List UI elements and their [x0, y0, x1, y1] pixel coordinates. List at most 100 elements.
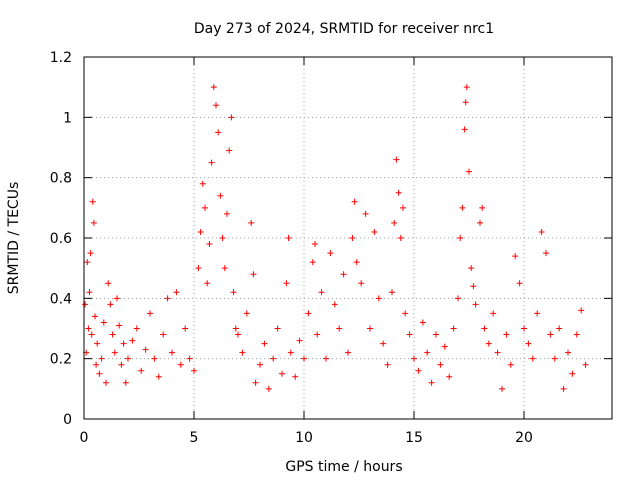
data-point: [472, 301, 479, 308]
data-point: [543, 250, 549, 257]
data-point: [224, 210, 230, 217]
data-point: [578, 307, 585, 314]
data-point: [516, 280, 523, 287]
data-point: [248, 219, 255, 226]
data-point: [457, 235, 464, 241]
data-point: [389, 289, 395, 296]
data-point: [331, 301, 338, 308]
grid: [84, 57, 612, 419]
data-point: [446, 373, 453, 380]
data-point: [232, 325, 239, 332]
data-point: [380, 340, 387, 347]
data-point: [547, 331, 554, 338]
data-point: [92, 313, 98, 320]
data-point: [116, 322, 123, 329]
data-point: [362, 210, 369, 217]
data-point: [138, 367, 145, 374]
data-point: [424, 349, 431, 356]
data-point: [437, 361, 444, 368]
data-point: [371, 228, 378, 235]
data-point: [243, 310, 250, 317]
data-point: [199, 180, 206, 187]
data-point: [208, 159, 215, 166]
data-point: [565, 349, 571, 356]
data-point: [391, 219, 398, 226]
data-point: [538, 228, 545, 235]
data-point: [202, 204, 208, 211]
y-tick-label: 1.2: [50, 50, 72, 66]
data-point: [312, 241, 318, 248]
data-point: [327, 250, 334, 257]
x-tick-label: 15: [405, 430, 423, 446]
data-point: [90, 219, 97, 226]
data-point: [353, 259, 360, 266]
data-point: [206, 241, 213, 248]
data-point: [191, 367, 197, 374]
data-point: [147, 310, 153, 317]
data-point: [122, 379, 129, 386]
data-point: [118, 361, 125, 368]
data-point: [261, 340, 268, 347]
data-point: [274, 325, 281, 332]
data-point: [551, 355, 558, 362]
data-point: [129, 337, 136, 344]
data-point: [177, 361, 184, 368]
data-point: [279, 370, 285, 377]
data-point: [204, 280, 211, 287]
data-point: [459, 204, 466, 211]
data-point: [367, 325, 373, 332]
y-tick-label: 0.2: [50, 352, 72, 368]
data-point: [105, 280, 112, 287]
x-tick-label: 5: [190, 430, 199, 446]
data-point: [257, 361, 263, 368]
data-point: [525, 340, 532, 347]
data-point: [221, 265, 228, 272]
data-point: [349, 235, 356, 241]
data-point: [450, 325, 457, 332]
y-axis-label: SRMTID / TECUs: [6, 182, 22, 295]
data-point: [88, 331, 95, 338]
data-point: [87, 250, 94, 257]
data-point: [100, 319, 107, 326]
data-point: [415, 367, 422, 374]
data-point: [305, 310, 312, 317]
data-point: [94, 340, 101, 347]
data-point: [462, 99, 469, 106]
data-point: [252, 379, 259, 386]
data-point: [169, 349, 175, 356]
data-point: [336, 325, 343, 332]
data-point: [400, 204, 406, 211]
data-point: [402, 310, 409, 317]
data-point: [393, 156, 400, 163]
data-point: [318, 289, 325, 296]
data-point: [103, 379, 109, 386]
data-point: [283, 280, 290, 287]
data-point: [468, 265, 475, 272]
data-point: [507, 361, 514, 368]
x-tick-label: 0: [80, 430, 89, 446]
data-point: [250, 271, 257, 278]
data-point: [569, 370, 576, 377]
data-point: [470, 283, 477, 290]
data-point: [534, 310, 541, 317]
data-point: [215, 129, 222, 136]
chart-title: Day 273 of 2024, SRMTID for receiver nrc…: [194, 21, 494, 37]
data-point: [455, 295, 461, 302]
data-point: [85, 325, 92, 332]
y-tick-label: 0: [63, 412, 72, 428]
data-point: [463, 84, 470, 91]
data-point: [351, 198, 358, 205]
data-point: [479, 204, 486, 211]
data-point: [477, 219, 483, 226]
data-point: [490, 310, 497, 317]
data-point: [406, 331, 413, 338]
data-point: [173, 289, 180, 296]
x-axis-label: GPS time / hours: [285, 459, 402, 475]
data-point: [292, 373, 299, 380]
data-point: [358, 280, 365, 287]
data-point: [340, 271, 347, 278]
data-point: [433, 331, 439, 338]
data-point: [419, 319, 426, 326]
data-point: [494, 349, 501, 356]
